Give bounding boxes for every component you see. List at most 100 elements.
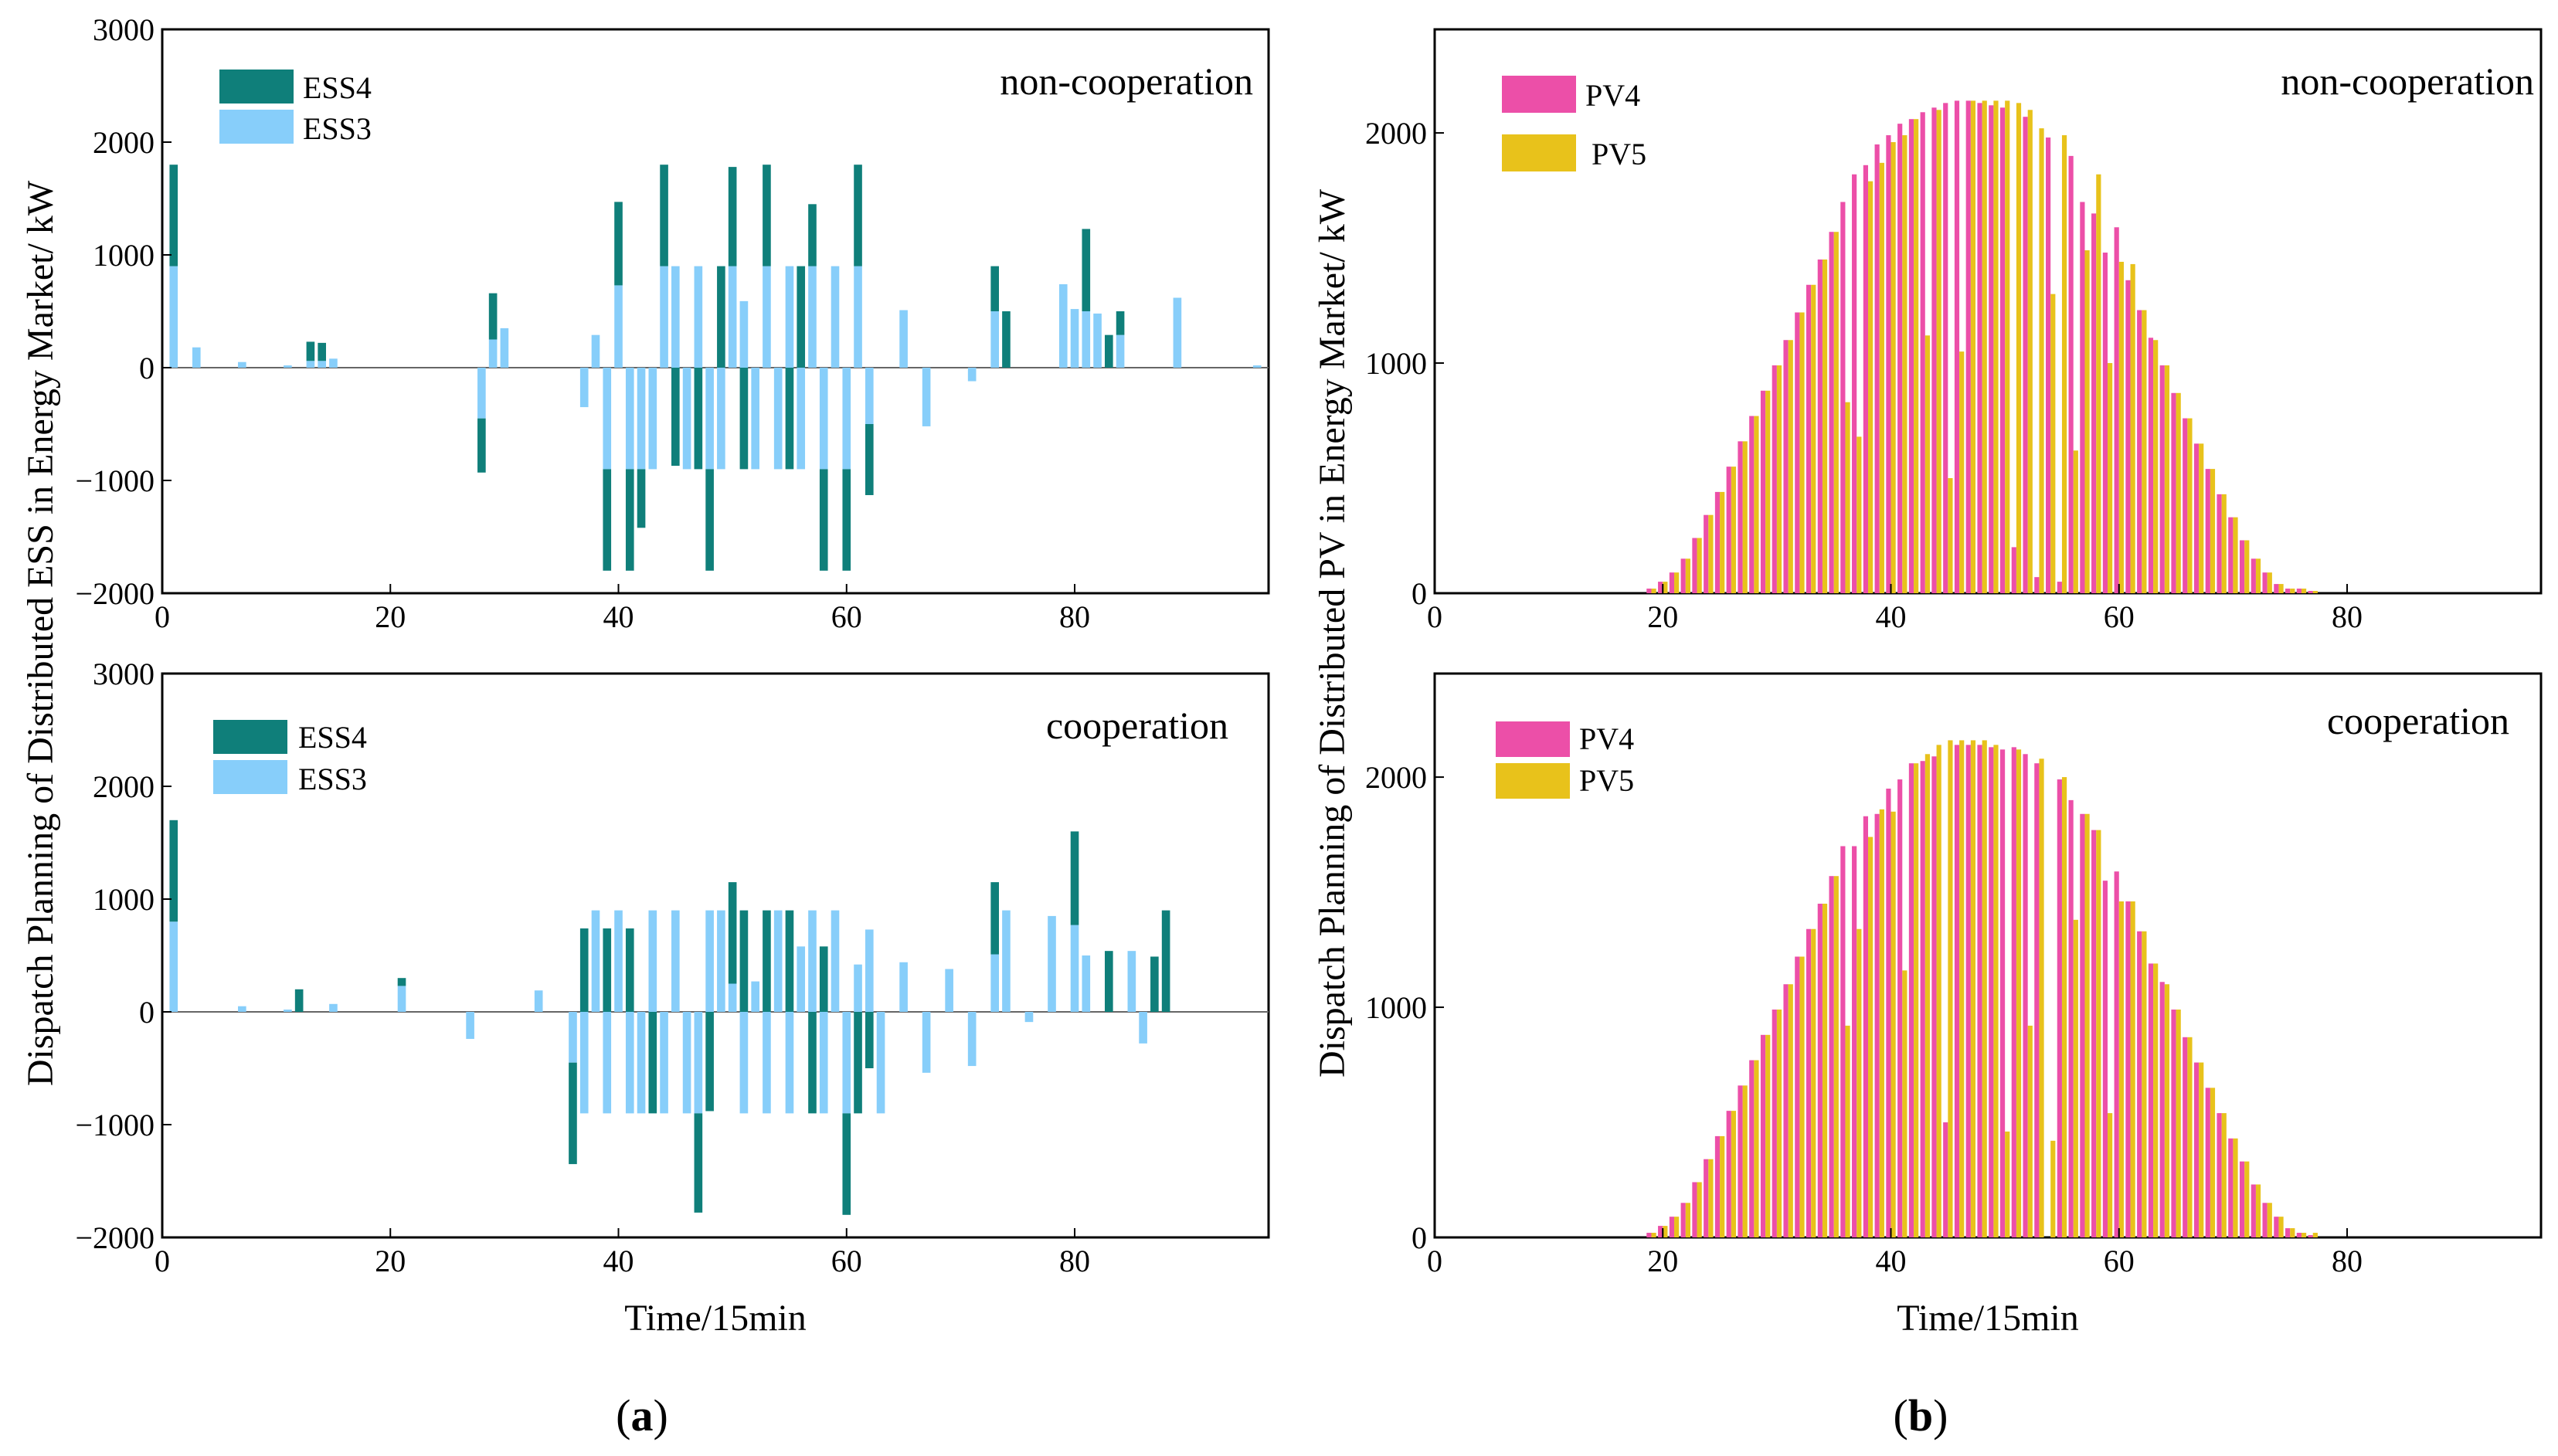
bar-pv5 <box>2084 813 2090 1237</box>
bar-ess4 <box>763 910 771 1012</box>
bar-pv5 <box>2142 310 2147 593</box>
bar-pv5 <box>1708 514 1714 593</box>
bar-ess4 <box>1150 956 1159 1012</box>
bar-pv4 <box>2285 1228 2291 1237</box>
bar-pv4 <box>1714 491 1721 593</box>
bar-ess3 <box>318 361 326 368</box>
bar-pv5 <box>2118 901 2124 1237</box>
bar-pv5 <box>1697 1182 1702 1237</box>
bar-pv4 <box>2171 1010 2176 1237</box>
bar-pv5 <box>1651 589 1656 593</box>
bar-pv4 <box>1817 259 1823 593</box>
bar-pv5 <box>1902 135 1907 593</box>
y-tick-label: 1000 <box>93 238 155 273</box>
bar-pv4 <box>1931 756 1937 1237</box>
bar-ess3 <box>500 328 509 368</box>
bar-pv4 <box>2148 963 2154 1237</box>
bar-pv5 <box>1811 928 1816 1237</box>
bar-pv5 <box>1879 809 1884 1237</box>
bar-ess4 <box>671 368 680 467</box>
bar-ess3 <box>694 266 703 368</box>
bar-pv4 <box>2239 540 2245 593</box>
bar-pv4 <box>1795 956 1800 1237</box>
bar-pv4 <box>2114 227 2119 593</box>
bar-ess3 <box>865 368 874 424</box>
bar-pv4 <box>2262 1203 2268 1237</box>
bar-ess4 <box>797 266 806 368</box>
legend-label-pv5: PV5 <box>1579 763 1634 798</box>
bar-pv5 <box>1799 312 1805 593</box>
bar-pv4 <box>2011 747 2016 1237</box>
bar-pv4 <box>1840 202 1846 593</box>
bar-ess4 <box>717 266 725 368</box>
bar-pv5 <box>2073 919 2078 1237</box>
bar-ess4 <box>625 928 634 1012</box>
bar-ess3 <box>169 921 178 1012</box>
bar-pv4 <box>2091 213 2097 593</box>
ess-coop-title: cooperation <box>1046 704 1228 747</box>
bar-pv4 <box>2183 418 2188 593</box>
bar-ess3 <box>648 910 657 1012</box>
bar-pv4 <box>1989 747 1994 1237</box>
bar-pv5 <box>1731 1111 1737 1237</box>
bar-pv4 <box>1908 763 1914 1237</box>
bar-pv4 <box>2045 137 2051 593</box>
bar-pv4 <box>1783 984 1789 1237</box>
bar-pv5 <box>2096 174 2101 593</box>
pv-noncoop-legend: PV4 PV5 <box>1502 76 1646 171</box>
bar-pv4 <box>1954 745 1960 1237</box>
bar-ess3 <box>660 266 668 368</box>
bar-pv5 <box>2073 450 2078 593</box>
bar-pv5 <box>1890 811 1896 1237</box>
bar-pv4 <box>1680 558 1686 593</box>
bar-pv5 <box>1948 740 1953 1237</box>
bar-pv5 <box>2061 135 2067 593</box>
legend-label-ess4: ESS4 <box>298 720 367 755</box>
bar-ess4 <box>819 946 828 1012</box>
bar-pv4 <box>2205 1088 2210 1237</box>
bar-ess3 <box>990 311 1000 368</box>
bar-pv4 <box>1874 813 1880 1237</box>
bar-ess3 <box>306 361 315 368</box>
bar-ess4 <box>854 165 862 266</box>
bar-ess3 <box>797 946 806 1012</box>
bar-pv5 <box>2312 591 2318 593</box>
bar-pv4 <box>1908 119 1914 593</box>
bar-ess3 <box>284 1010 292 1012</box>
bar-pv5 <box>1924 335 1931 593</box>
bar-pv5 <box>1685 558 1690 593</box>
bar-pv5 <box>2312 1233 2318 1237</box>
bar-ess3 <box>637 368 646 470</box>
bar-ess3 <box>899 962 908 1012</box>
bar-pv4 <box>2251 1184 2256 1237</box>
x-tick-label: 0 <box>155 599 170 634</box>
bar-ess3 <box>705 368 714 470</box>
bar-pv5 <box>1948 478 1953 593</box>
bar-ess4 <box>1161 910 1170 1012</box>
bar-pv4 <box>1977 745 1982 1237</box>
bar-ess4 <box>763 165 771 266</box>
bar-pv4 <box>2125 280 2131 593</box>
bar-ess3 <box>773 368 783 470</box>
bar-pv4 <box>1772 365 1777 593</box>
bar-ess4 <box>1070 831 1079 925</box>
caption-b-letter: b <box>1908 1390 1933 1441</box>
bar-pv5 <box>2005 100 2010 594</box>
bar-pv5 <box>1970 740 1976 1237</box>
bar-pv5 <box>2176 392 2181 593</box>
bar-pv5 <box>1742 1085 1748 1237</box>
bar-ess3 <box>854 266 862 368</box>
bar-pv5 <box>2108 363 2113 593</box>
bar-ess3 <box>819 368 828 470</box>
bar-pv5 <box>1845 1025 1850 1237</box>
bar-ess3 <box>579 368 589 408</box>
bar-ess3 <box>1173 297 1182 368</box>
bar-pv4 <box>1726 467 1731 593</box>
bar-pv5 <box>2005 1131 2010 1237</box>
bar-pv4 <box>1977 103 1982 594</box>
bar-ess4 <box>808 204 817 266</box>
bar-ess3 <box>728 266 737 368</box>
bar-ess3 <box>682 1012 691 1114</box>
bar-pv4 <box>2125 901 2131 1237</box>
bar-ess4 <box>842 1113 851 1215</box>
